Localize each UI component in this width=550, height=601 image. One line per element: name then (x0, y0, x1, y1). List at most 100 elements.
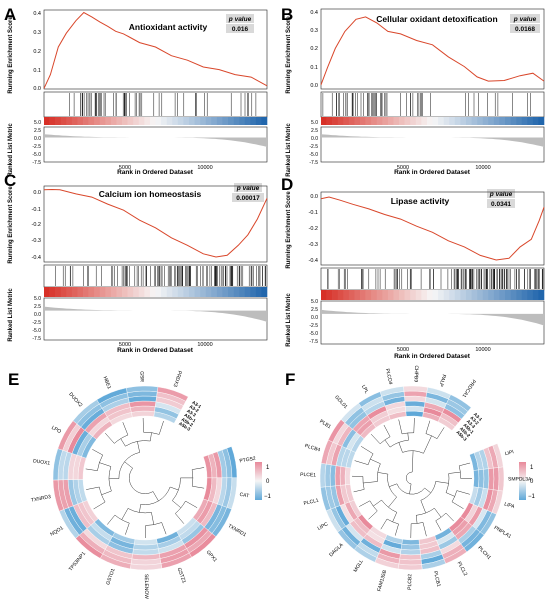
hit-ticks-b (322, 93, 531, 116)
metric-tick-c-1: 2.5 (34, 304, 41, 310)
dendro-branch (152, 491, 159, 502)
rank-bar-segment (138, 117, 145, 125)
rank-bar-segment (399, 290, 405, 300)
dendro-branch (150, 432, 152, 442)
rank-bar-segment (49, 117, 56, 125)
dendro-branch (388, 496, 397, 508)
dendro-arc (377, 463, 381, 482)
dendro-branch (377, 472, 388, 475)
dendro-branch (445, 512, 454, 522)
rank-bar-segment (71, 287, 78, 297)
rank-bar-segment (365, 117, 372, 125)
row-label: A3-2 (469, 415, 480, 426)
rank-bar-segment (326, 290, 333, 300)
ranked-metric-area-a (44, 134, 267, 147)
gene-label: SMPDL3A (508, 476, 532, 482)
pvalue-box-a (226, 14, 254, 23)
dendro-branch (415, 515, 418, 524)
pvalue-box-value-c (232, 193, 264, 202)
metric-tick-a-5: -7.5 (32, 160, 41, 166)
gsea-plot-c (43, 185, 268, 341)
dendro-branch (192, 485, 205, 489)
rank-bar-segment (183, 287, 190, 297)
es-curve-c (43, 188, 268, 258)
row-label: A5b-1 (183, 412, 197, 423)
row-label: A5b-2 (181, 417, 195, 428)
dendro-branch (448, 471, 461, 474)
rank-bar-segment (510, 117, 517, 125)
ranked-metric-area-c (44, 306, 267, 322)
rank-bar-segment (432, 290, 439, 300)
rank-color-bar-a (44, 117, 268, 125)
es-ticks-c: 0.0 -0.1 -0.2 -0.3 -0.4 (32, 190, 41, 261)
ylabel-es-c: Running Enrichment Score (8, 186, 14, 264)
dendro-branch (373, 499, 382, 507)
rank-bar-segment (432, 117, 439, 125)
dendro-branch (389, 483, 397, 487)
rank-bar-segment (227, 117, 234, 125)
rank-bar-segment (88, 117, 95, 125)
dendro-branch (392, 512, 398, 523)
pvalue-value-a: 0.016 (232, 26, 249, 33)
rank-bar-segment (161, 287, 167, 297)
gene-label: LPO (50, 425, 62, 435)
rank-bar-segment (166, 117, 173, 125)
ranked-metric-area-d (321, 309, 544, 326)
pvalue-box-value-d (487, 199, 515, 208)
hit-ticks-c (55, 266, 266, 286)
rank-bar-segment (233, 287, 240, 297)
gene-label: PLCB2 (407, 574, 413, 590)
dynamic-marks: PTGS2CATTXNRD1GPX1GSTZ1SELENOWGSTO1TP53I… (31, 8, 545, 599)
rank-bar-segment (239, 287, 246, 297)
dendro-branch (370, 458, 381, 464)
rank-bar-segment (454, 117, 461, 125)
legend-tick-f-0: 1 (530, 465, 534, 471)
legend-tick-e-2: −1 (264, 494, 272, 500)
rank-bar-segment (144, 287, 151, 297)
rank-bar-segment (421, 290, 428, 300)
rank-bar-segment (99, 117, 106, 125)
rank-bar-segment (200, 117, 206, 125)
rank-bar-segment (161, 117, 167, 125)
dendro-branch (368, 510, 378, 520)
xlabel-c: Rank in Ordered Dataset (117, 347, 194, 354)
dendro-branch (354, 460, 369, 465)
gene-label: DUOX1 (33, 458, 51, 467)
pvalue-box-b (510, 14, 540, 23)
rank-bar-segment (166, 287, 173, 297)
rank-bar-segment (71, 117, 78, 125)
rank-bar-segment (188, 117, 195, 125)
rank-bar-segment (477, 290, 483, 300)
dendro-branch (139, 504, 141, 513)
legend-bar-e (255, 462, 262, 500)
panel-c: C Running Enrichment Score Ranked List M… (4, 171, 264, 354)
gene-label: PRDX3 (172, 370, 183, 388)
dendro-branch (409, 483, 412, 495)
es-ticks-b: 0.4 0.3 0.2 0.1 0.0 (310, 10, 318, 89)
es-tick-a-2: 0.2 (33, 49, 41, 55)
rank-bar-segment (172, 117, 179, 125)
es-frame-d (320, 191, 545, 266)
rank-bar-segment (488, 117, 495, 125)
dendro-branch (423, 435, 432, 454)
rank-bar-segment (216, 287, 223, 297)
rank-bar-segment (244, 287, 251, 297)
panel-d: D Running Enrichment Score Ranked List M… (281, 175, 515, 360)
dendro-branch (383, 424, 391, 437)
rank-bar-segment (348, 290, 355, 300)
rank-bar-segment (516, 117, 523, 125)
dendro-arc (379, 436, 391, 444)
heat-cell (483, 468, 490, 490)
rank-bar-segment (488, 290, 495, 300)
rank-bar-segment (371, 117, 378, 125)
pvalue-box-c (234, 183, 262, 192)
legend-tick-e-0: 1 (266, 465, 270, 471)
gene-label: PALP (437, 374, 447, 388)
xtick-a-1: 10000 (197, 165, 212, 171)
rank-bar-segment (376, 290, 383, 300)
dendro-branch (101, 490, 112, 496)
dendro-branch (107, 514, 116, 525)
rank-bar-segment (371, 290, 378, 300)
es-tick-d-3: -0.3 (309, 242, 318, 248)
heat-cell (404, 400, 426, 408)
